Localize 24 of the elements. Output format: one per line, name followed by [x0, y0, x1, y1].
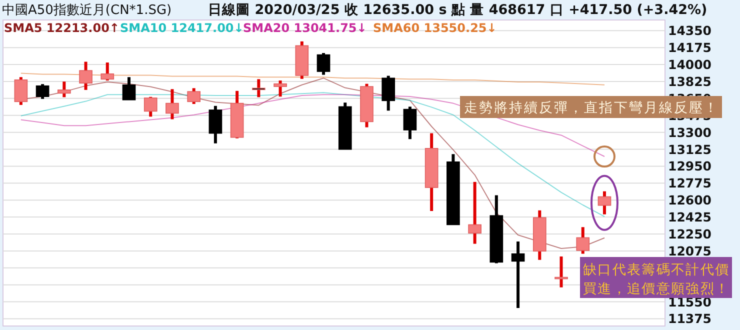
y-tick-label: 14000 [668, 57, 712, 72]
y-tick-label: 14175 [668, 40, 712, 56]
annotation: 13550.25↓ [420, 21, 497, 35]
y-tick-label: 12950 [668, 158, 712, 174]
y-tick-label: 14350 [668, 23, 712, 38]
y-tick-label: 12250 [668, 226, 712, 242]
y-tick-label: 11375 [668, 311, 712, 326]
y-tick-label: 12600 [668, 192, 712, 208]
chart-subtitle: 日線圖 2020/03/25 收 12635.00 s 點 量 468617 口 +417.50 (+3.42%) [208, 2, 708, 18]
annotation: 走勢將持續反彈，直指下彎月線反壓！ [464, 100, 718, 116]
text: SMA10 [120, 21, 167, 35]
y-tick-label: 13125 [668, 142, 712, 157]
y-tick-label: 12775 [668, 176, 712, 191]
y-tick-label: 12075 [668, 243, 712, 258]
annotation: 12213.00↑ [42, 21, 120, 35]
annotation: 12417.00↓ [166, 21, 244, 35]
y-tick-label: 13300 [668, 124, 712, 140]
text: SMA5 [4, 21, 42, 35]
annotation: 13041.75↓ [290, 21, 367, 35]
y-tick-label: 12425 [668, 210, 712, 225]
text: SMA60 [373, 21, 420, 35]
y-tick-label: 13825 [668, 74, 712, 89]
text: SMA20 [243, 21, 290, 35]
chart-title: 中國A50指數近月(CN*1.SG) [2, 3, 172, 18]
